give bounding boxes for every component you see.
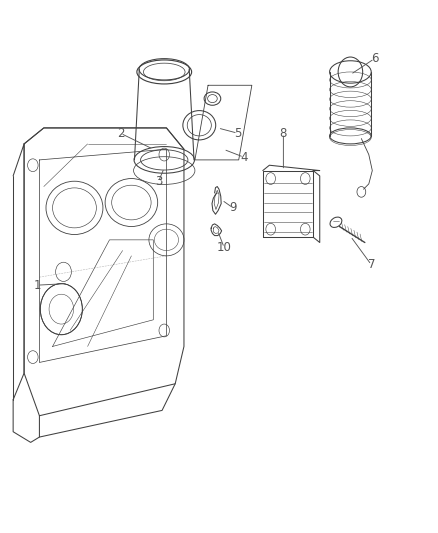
Text: 2: 2: [117, 127, 124, 140]
Ellipse shape: [330, 217, 342, 228]
Text: 4: 4: [240, 151, 248, 164]
Text: 10: 10: [217, 241, 232, 254]
Text: 7: 7: [367, 259, 375, 271]
Text: 6: 6: [371, 52, 378, 65]
Text: 9: 9: [229, 201, 237, 214]
Text: 5: 5: [234, 127, 241, 140]
Text: 8: 8: [280, 127, 287, 140]
Text: 3: 3: [155, 175, 162, 188]
Text: 1: 1: [33, 279, 41, 292]
